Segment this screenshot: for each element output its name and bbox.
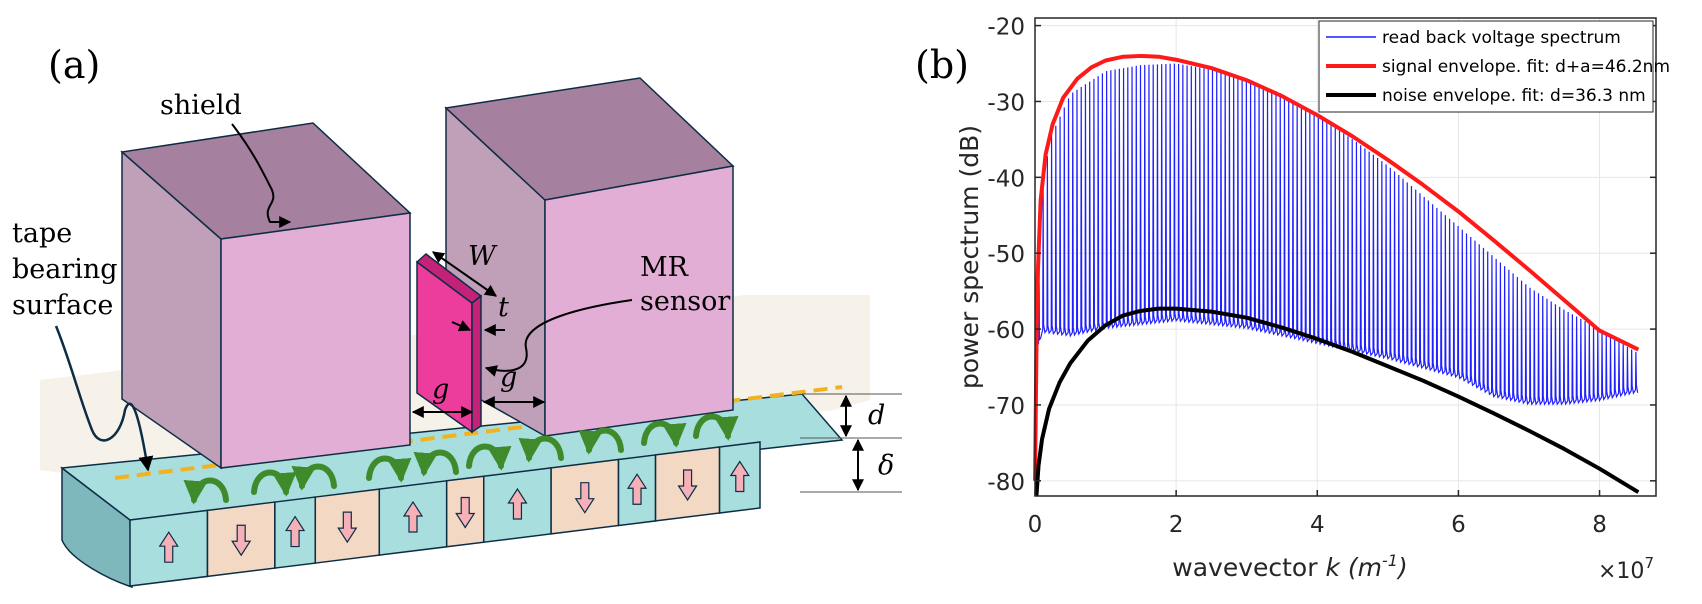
- tape-label-line2: bearing: [12, 254, 118, 285]
- flux-arc: [578, 427, 624, 455]
- thickness-label: t: [498, 292, 509, 323]
- shield-label: shield: [160, 90, 242, 121]
- x-axis-label-unit: (m: [1340, 553, 1382, 582]
- y-tick-label: -80: [987, 470, 1025, 496]
- x-axis-label-var: k: [1325, 553, 1341, 582]
- series-noise-envelope: [1034, 306, 1640, 497]
- flux-arc: [291, 463, 337, 491]
- chart-legend: read back voltage spectrum signal envelo…: [1318, 20, 1670, 113]
- flux-arc: [466, 443, 512, 471]
- legend-label-signal: signal envelope. fit: d+a=46.2nm: [1382, 57, 1670, 77]
- x-tick-label: 8: [1592, 512, 1607, 538]
- panel-a-label: (a): [48, 43, 100, 87]
- right-shield-front: [544, 165, 734, 437]
- gap-left-label: g: [432, 374, 449, 405]
- magnetization-arrow-down: [455, 496, 476, 529]
- flux-arrows: [183, 413, 739, 505]
- magnetization-arrow-up: [284, 515, 306, 548]
- gap-right-label: g: [500, 362, 517, 393]
- y-axis-label: power spectrum (dB): [955, 125, 984, 389]
- x-scale-exponent-base: ×10: [1598, 559, 1644, 584]
- tape-pointer: [54, 325, 154, 472]
- left-shield-front: [220, 212, 411, 469]
- delta-label: δ: [878, 450, 894, 481]
- x-axis-label-unit-exp: -1: [1382, 551, 1398, 570]
- thickness-arrow-left: [451, 320, 472, 332]
- x-tick-label: 0: [1028, 512, 1043, 538]
- mr-sensor-edge: [471, 294, 482, 434]
- y-tick-label: -20: [987, 15, 1025, 41]
- y-tick-label: -50: [987, 242, 1025, 268]
- right-shield: [444, 77, 735, 438]
- chart-ticks: 0 2 4 6 8 -20 -30 -40 -50 -60 -70 -80: [987, 15, 1656, 538]
- x-scale-exponent: ×107: [1598, 554, 1654, 584]
- flux-arc: [251, 469, 297, 497]
- magnetization-arrow-up: [158, 531, 179, 563]
- tape-label-line3: surface: [12, 290, 113, 321]
- magnetization-arrow-down: [677, 469, 698, 502]
- x-tick-label: 4: [1310, 512, 1325, 538]
- magnetization-arrow-down: [231, 524, 252, 557]
- sensor-pointer: [484, 299, 633, 377]
- x-axis-label-close: ): [1396, 553, 1408, 582]
- magnetization-arrow-up: [507, 487, 528, 520]
- y-tick-label: -60: [987, 318, 1025, 344]
- y-tick-label: -40: [987, 166, 1025, 192]
- sensor-label-line1: MR: [640, 252, 689, 283]
- legend-label-noise: noise envelope. fit: d=36.3 nm: [1382, 86, 1646, 106]
- width-label: W: [468, 241, 498, 272]
- d-label: d: [868, 400, 885, 431]
- x-tick-label: 6: [1451, 512, 1466, 538]
- y-tick-label: -70: [987, 394, 1025, 420]
- legend-label-readback: read back voltage spectrum: [1382, 28, 1621, 48]
- series-signal-envelope: [1033, 53, 1640, 481]
- x-tick-label: 2: [1169, 512, 1184, 538]
- flux-arc: [413, 449, 459, 477]
- panel-b-label: (b): [915, 43, 969, 87]
- x-scale-exponent-power: 7: [1644, 554, 1654, 572]
- shield-pointer: [231, 123, 292, 228]
- magnetization-arrow-up: [402, 500, 424, 533]
- left-shield: [120, 122, 412, 470]
- y-tick-label: -30: [987, 90, 1025, 116]
- panel-a-diagram: (a) W: [12, 43, 902, 589]
- panel-b-chart: (b) 0 2 4 6 8 -20 -30 -40 -50 -60 -70 -80 power spe…: [915, 15, 1670, 584]
- magnetization-arrow-up: [729, 460, 750, 493]
- flux-arc: [518, 435, 564, 463]
- plot-frame: [1034, 17, 1657, 497]
- magnetization-arrow-down: [574, 482, 595, 514]
- magnetization-arrow-down: [337, 511, 358, 544]
- chart-series: [1033, 53, 1640, 497]
- bit-cells: [129, 441, 761, 587]
- x-axis-label: wavevector k (m-1): [1172, 551, 1407, 582]
- flux-arc: [183, 477, 229, 505]
- flux-arc: [693, 413, 739, 441]
- flux-arc: [366, 455, 412, 483]
- sensor-label-line2: sensor: [640, 286, 730, 317]
- magnetization-arrow-up: [626, 473, 648, 505]
- tape-label-line1: tape: [12, 218, 72, 249]
- flux-arc: [641, 420, 687, 448]
- tape-body-side: [61, 466, 133, 589]
- x-axis-label-main: wavevector: [1172, 553, 1325, 582]
- width-dimension-arrow: [432, 251, 497, 297]
